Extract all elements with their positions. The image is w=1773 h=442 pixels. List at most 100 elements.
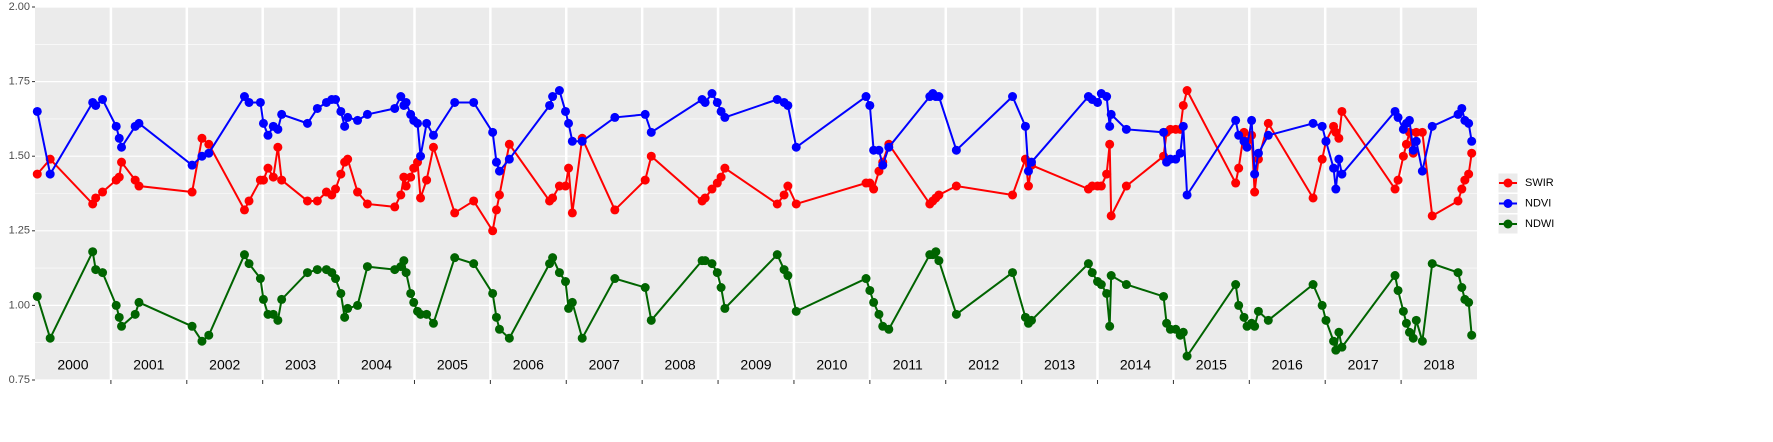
legend-marker (1503, 199, 1513, 208)
data-point (504, 333, 514, 343)
data-point (1102, 92, 1112, 102)
data-point (416, 151, 426, 161)
data-point (951, 145, 961, 155)
data-point (45, 169, 55, 179)
data-point (700, 193, 710, 203)
data-point (874, 145, 884, 155)
data-point (273, 142, 283, 152)
data-point (1182, 86, 1192, 96)
data-point (1234, 163, 1244, 173)
data-point (494, 190, 504, 200)
data-point (720, 112, 730, 122)
data-point (1008, 92, 1018, 102)
data-point (884, 324, 894, 334)
data-point (1393, 175, 1403, 185)
data-point (340, 121, 350, 131)
data-point (91, 100, 101, 110)
data-point (401, 268, 411, 278)
data-point (1178, 100, 1188, 110)
data-point (302, 268, 312, 278)
data-point (951, 309, 961, 319)
data-point (273, 124, 283, 134)
data-point (244, 196, 254, 206)
data-point (1231, 178, 1241, 188)
data-point (277, 109, 287, 119)
year-label: 2015 (1196, 357, 1227, 373)
data-point (204, 139, 214, 149)
year-label: 2004 (361, 357, 392, 373)
data-point (1467, 136, 1477, 146)
data-point (561, 106, 571, 116)
data-point (494, 166, 504, 176)
data-point (114, 133, 124, 143)
data-point (91, 265, 101, 275)
year-label: 2010 (816, 357, 847, 373)
data-point (239, 205, 249, 215)
data-point (869, 184, 879, 194)
data-point (1250, 187, 1260, 197)
data-point (567, 297, 577, 307)
data-point (336, 106, 346, 116)
data-point (934, 92, 944, 102)
data-point (931, 247, 941, 257)
data-point (1404, 115, 1414, 125)
data-point (187, 321, 197, 331)
data-point (1390, 271, 1400, 281)
data-point (396, 190, 406, 200)
data-point (869, 297, 879, 307)
data-point (934, 256, 944, 266)
data-point (1263, 130, 1273, 140)
data-point (1427, 259, 1437, 269)
data-point (258, 175, 268, 185)
data-point (567, 208, 577, 218)
data-point (1408, 333, 1418, 343)
data-point (362, 109, 372, 119)
data-point (343, 154, 353, 164)
data-point (1329, 163, 1339, 173)
data-point (390, 103, 400, 113)
data-point (1427, 211, 1437, 221)
year-label: 2008 (665, 357, 696, 373)
data-point (488, 226, 498, 236)
year-label: 2012 (968, 357, 999, 373)
data-point (1427, 121, 1437, 131)
legend-marker (1503, 219, 1513, 229)
data-point (1178, 121, 1188, 131)
data-point (1417, 166, 1427, 176)
data-point (1398, 306, 1408, 316)
data-point (1253, 148, 1263, 158)
data-point (302, 196, 312, 206)
data-point (1408, 145, 1418, 155)
data-point (45, 333, 55, 343)
data-point (1026, 315, 1036, 325)
data-point (561, 181, 571, 191)
series-line (36, 88, 1473, 199)
data-point (1337, 342, 1347, 352)
data-point (258, 294, 268, 304)
data-point (1105, 121, 1115, 131)
data-point (934, 190, 944, 200)
data-point (1317, 121, 1327, 131)
data-point (1393, 112, 1403, 122)
data-point (111, 300, 121, 310)
data-point (1093, 97, 1103, 107)
data-point (1263, 118, 1273, 128)
data-point (390, 202, 400, 212)
year-label: 2005 (437, 357, 468, 373)
data-point (187, 187, 197, 197)
data-point (197, 336, 207, 346)
data-point (488, 127, 498, 137)
data-point (469, 196, 479, 206)
data-point (1008, 268, 1018, 278)
y-tick-label: 1.50 (9, 150, 30, 162)
data-point (720, 163, 730, 173)
data-point (91, 193, 101, 203)
data-point (117, 321, 127, 331)
data-point (1467, 148, 1477, 158)
data-point (98, 268, 108, 278)
data-point (1242, 142, 1252, 152)
data-point (1334, 154, 1344, 164)
y-tick-label: 2.00 (9, 1, 30, 13)
data-point (130, 309, 140, 319)
year-label: 2018 (1423, 357, 1454, 373)
